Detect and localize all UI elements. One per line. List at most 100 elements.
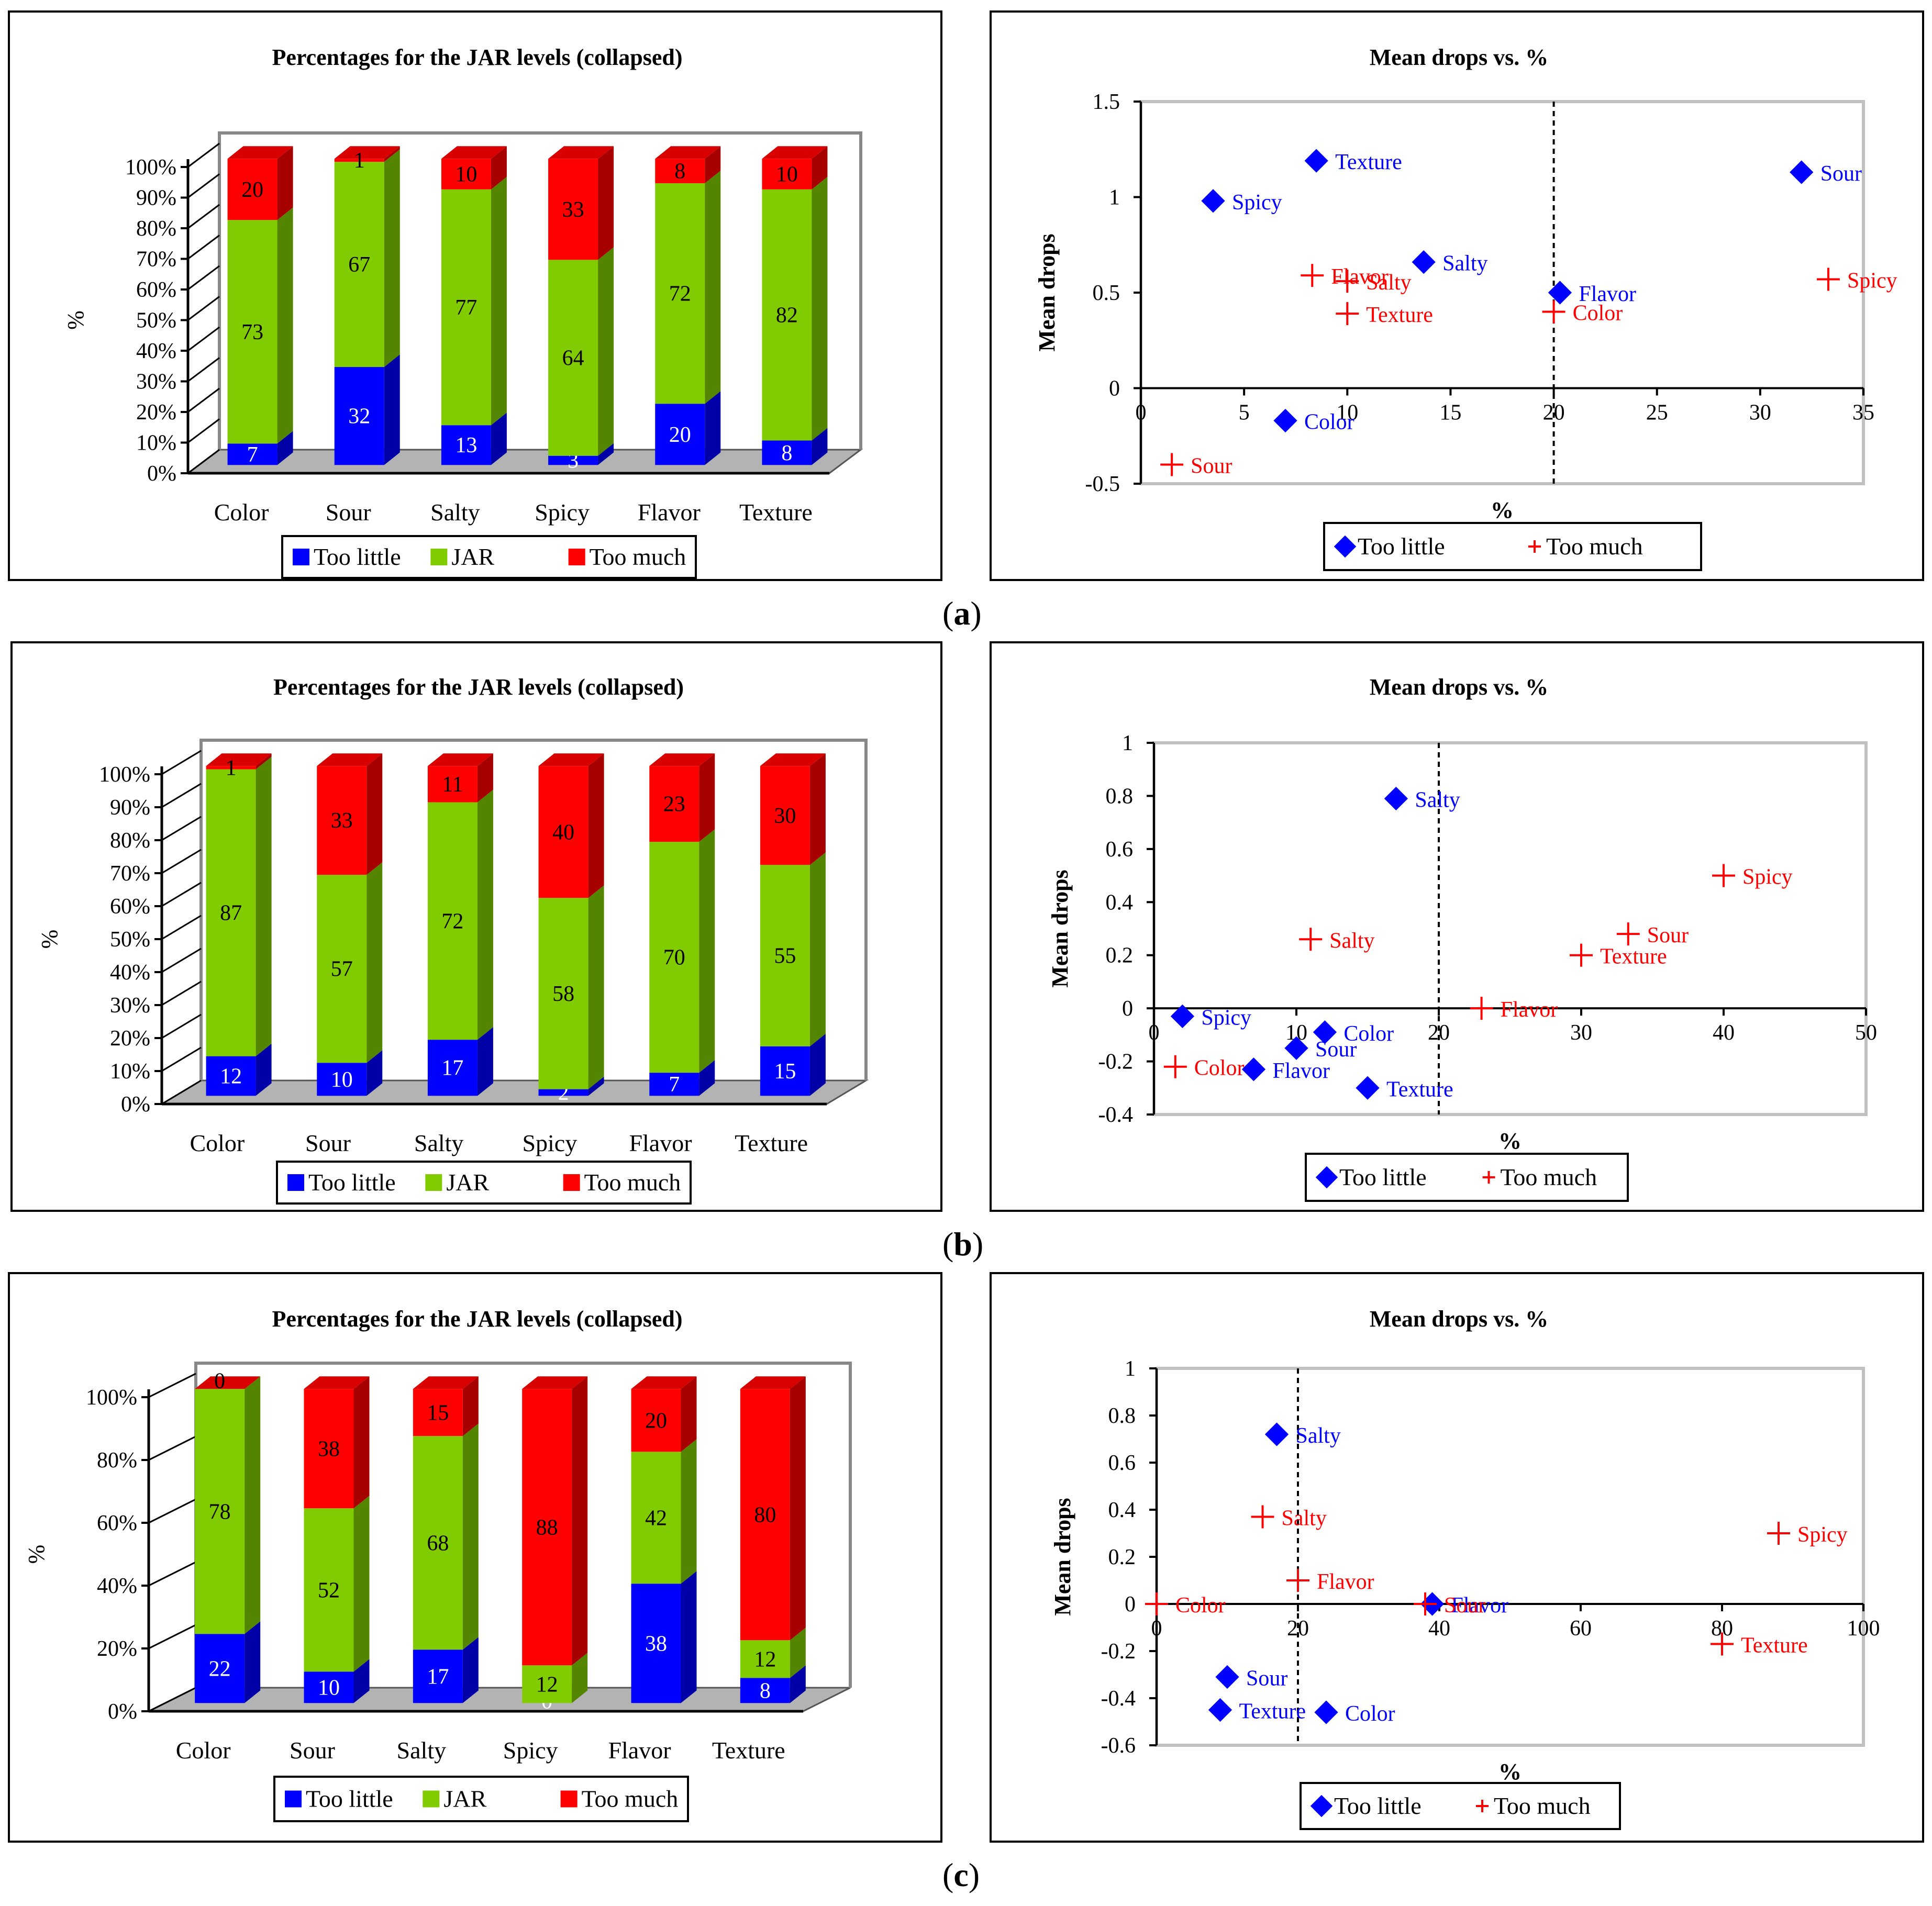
- legend-label: Too little: [1334, 1792, 1422, 1819]
- chart-title: Percentages for the JAR levels (collapse…: [272, 44, 682, 70]
- bar-jar-spicy: [522, 1665, 572, 1703]
- bar-too-much-texture: [762, 159, 812, 190]
- subfigure-label-b: (b): [942, 1225, 984, 1263]
- bar-side: [491, 146, 507, 190]
- bar-top: [762, 146, 828, 159]
- legend-label: Too much: [582, 1786, 679, 1812]
- bar-jar-sour: [304, 1508, 354, 1672]
- legend-label: Too much: [590, 543, 686, 570]
- data-label: 1: [354, 149, 365, 173]
- bar-side: [572, 1653, 588, 1703]
- data-label: 1: [226, 756, 237, 780]
- y-tick-depth: [187, 326, 220, 352]
- bar-jar-sour: [317, 875, 367, 1063]
- legend-label: Too little: [1339, 1164, 1427, 1190]
- point-label: Spicy: [1232, 191, 1282, 215]
- point-label: Flavor: [1317, 1570, 1374, 1594]
- y-tick-label: 0.2: [1106, 944, 1134, 968]
- data-label: 12: [220, 1064, 242, 1088]
- bar-top: [413, 1376, 479, 1389]
- y-tick-depth: [148, 1687, 196, 1712]
- bar-too-little-sour: [334, 367, 384, 465]
- y-tick-depth: [187, 357, 220, 382]
- point-label: Color: [1345, 1702, 1395, 1726]
- legend-box: [1323, 522, 1702, 571]
- x-tick-label: 50: [1855, 1021, 1877, 1045]
- chart-title: Percentages for the JAR levels (collapse…: [272, 1306, 682, 1332]
- y-tick-label: 60%: [136, 278, 176, 302]
- data-label: 10: [331, 1068, 353, 1092]
- bar-side: [598, 443, 614, 465]
- point-too-little-salty: [1384, 786, 1408, 811]
- x-axis-label: %: [1498, 1759, 1522, 1785]
- bar-too-little-sour: [317, 1063, 367, 1096]
- y-tick-label: 90%: [136, 186, 176, 210]
- bar-side: [588, 753, 604, 898]
- data-label: 17: [441, 1056, 463, 1080]
- bar-too-little-flavor: [655, 404, 705, 465]
- bar-side: [277, 146, 293, 220]
- bar-side: [809, 852, 826, 1046]
- bar-side: [809, 1033, 826, 1096]
- data-label: 33: [562, 198, 584, 222]
- bar-too-little-texture: [760, 1046, 810, 1096]
- x-tick-label: 5: [1239, 401, 1250, 425]
- x-tick-label: Flavor: [638, 499, 701, 526]
- bar-too-little-texture: [740, 1678, 790, 1703]
- bar-side: [384, 146, 400, 162]
- scatter-chart-a: Mean drops vs. %0 5 10 15 20 25 30 35-0.500.511…: [1034, 44, 1897, 571]
- point-label: Sour: [1647, 923, 1689, 948]
- data-label: 32: [348, 405, 370, 429]
- point-label: Salty: [1366, 271, 1411, 295]
- data-label: 11: [442, 773, 463, 797]
- plot-area: [1152, 741, 1868, 1116]
- bar-side: [477, 753, 493, 802]
- bar-top: [227, 146, 293, 159]
- y-tick-depth: [161, 816, 202, 841]
- x-tick-label: Salty: [397, 1737, 447, 1764]
- data-label: 77: [455, 296, 477, 320]
- point-too-little-color: [1313, 1020, 1337, 1044]
- point-label: Flavor: [1501, 998, 1558, 1022]
- chart-title: Mean drops vs. %: [1370, 44, 1548, 70]
- bar-side: [477, 1027, 493, 1096]
- bar-side: [245, 1621, 261, 1703]
- bar-jar-salty: [441, 189, 491, 426]
- y-tick-depth: [161, 980, 202, 1006]
- bar-side: [367, 753, 383, 875]
- y-tick-label: 0.8: [1108, 1404, 1136, 1428]
- bar-top: [548, 146, 614, 159]
- point-label: Color: [1175, 1593, 1226, 1618]
- data-label: 64: [562, 347, 584, 371]
- data-label: 87: [220, 901, 242, 926]
- point-label: Texture: [1335, 150, 1402, 174]
- y-tick-label: -0.2: [1098, 1050, 1134, 1074]
- bar-too-little-sour: [304, 1671, 354, 1703]
- bar-side: [572, 1376, 588, 1666]
- bar-too-little-color: [206, 1056, 256, 1096]
- scatter-panel-b: Mean drops vs. % 0 10 20 30 40 50 -0.4 -0.2 0 0.2 0…: [990, 641, 1924, 1212]
- bar-side: [384, 354, 400, 465]
- y-tick-label: 20%: [110, 1027, 150, 1051]
- legend-swatch: [285, 1790, 302, 1808]
- y-tick-label: 30%: [136, 370, 176, 394]
- y-tick-label: 80%: [136, 217, 176, 241]
- y-tick-depth: [148, 1373, 196, 1398]
- x-tick-label: 100: [1847, 1617, 1880, 1641]
- scatter-panel-a: Mean drops vs. % 0 5 10 15 20 25 30 35 -0.5 0 0.5 1 1…: [990, 10, 1924, 581]
- y-tick-depth: [148, 1561, 196, 1587]
- point-label: Flavor: [1579, 282, 1636, 306]
- bar-side: [699, 753, 715, 842]
- y-tick-label: 10%: [110, 1060, 150, 1084]
- x-tick-label: Spicy: [503, 1737, 558, 1764]
- y-axis-label: Mean drops: [1034, 233, 1060, 351]
- legend-box: [1300, 1782, 1621, 1830]
- bar-side: [812, 146, 828, 190]
- scatter-panel-c: Mean drops vs. % 0 20 40 60 80 100 -0.6 -0.4 -0.2…: [990, 1272, 1924, 1843]
- point-too-little-sour: [1790, 160, 1814, 184]
- bar-too-little-flavor: [631, 1584, 681, 1703]
- bar-side: [367, 1050, 383, 1096]
- bar-jar-spicy: [548, 260, 598, 456]
- data-label: 10: [318, 1676, 340, 1700]
- legend-box: [273, 1776, 689, 1822]
